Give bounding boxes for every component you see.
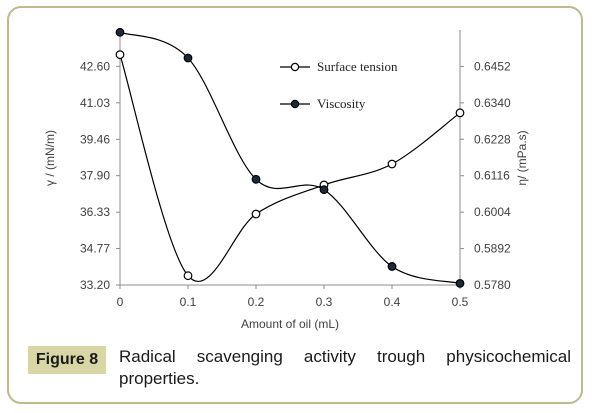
axes [119,30,461,286]
legend-marker-surface-tension [290,62,300,72]
y-right-tick-label: 0.6452 [474,59,511,73]
data-point-surface-tension [115,50,125,60]
y-right-tick-label: 0.6004 [474,205,511,219]
data-point-surface-tension [387,159,397,169]
y-left-tick-label: 34.77 [80,241,110,255]
y-axis-right-title: η/ (mPa.s) [515,130,529,185]
x-axis-title: Amount of oil (mL) [241,317,339,331]
y-right-tick-label: 0.6116 [474,169,510,183]
y-left-tick-label: 36.33 [80,205,110,219]
series-line-surface-tension [119,54,461,282]
legend-item-viscosity: Viscosity [280,96,366,111]
y-left-tick-label: 33.20 [80,278,110,292]
x-tick-label: 0.2 [248,295,265,309]
x-tick-label: 0 [117,295,124,309]
x-tick-label: 0.5 [452,295,469,309]
data-point-viscosity [319,185,329,195]
y-right-tick-label: 0.5780 [474,278,511,292]
data-point-surface-tension [251,209,261,219]
data-point-viscosity [115,27,125,37]
data-point-surface-tension [183,271,193,281]
x-tick-label: 0.1 [180,295,197,309]
legend-label-viscosity: Viscosity [317,96,366,111]
legend-label-surface-tension: Surface tension [317,59,398,74]
data-point-viscosity [251,174,261,184]
y-left-tick-label: 42.60 [80,59,110,73]
series-layer [115,27,465,288]
figure-frame [7,6,583,404]
x-tick-label: 0.4 [384,295,401,309]
y-right-tick-label: 0.5892 [474,242,511,256]
y-left-tick-label: 39.46 [80,132,110,146]
legend-marker-viscosity [290,99,300,109]
y-left-tick-label: 37.90 [80,169,110,183]
figure-label: Figure 8 [28,346,106,374]
legend-item-surface-tension: Surface tension [280,59,398,74]
series-line-viscosity [119,31,461,284]
x-tick-label: 0.3 [316,295,333,309]
data-point-viscosity [387,262,397,271]
caption-text: Radical scavenging activity trough physi… [119,347,571,388]
legend: Surface tension Viscosity [280,59,398,111]
data-point-surface-tension [455,108,465,118]
figure-caption: Figure 8 Radical scavenging activity tro… [28,346,574,396]
ticks: 0 0.1 0.2 0.3 0.4 0.5 33.20 34.77 36.33 37.90 39.4… [80,59,511,309]
y-left-tick-label: 41.03 [80,96,110,110]
y-axis-left-title: γ / (mN/m) [43,130,57,186]
data-point-viscosity [183,53,193,63]
y-right-tick-label: 0.6228 [474,132,511,146]
y-right-tick-label: 0.6340 [474,96,511,110]
data-point-viscosity [455,278,465,288]
